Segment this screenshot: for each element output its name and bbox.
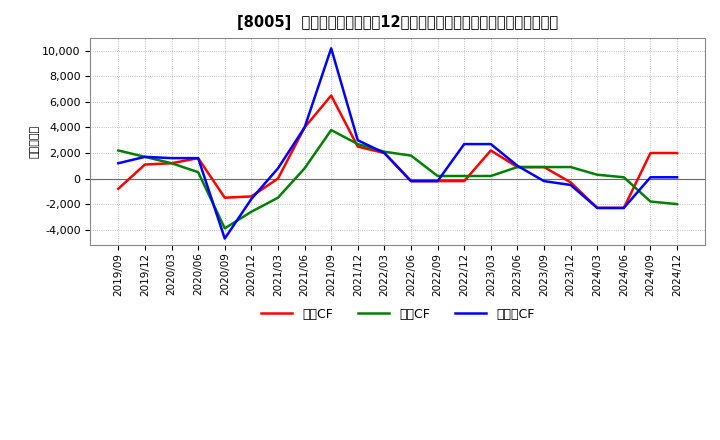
フリーCF — [114, 161, 122, 166]
営業CF — [460, 179, 469, 184]
営業CF — [380, 150, 389, 156]
投資CF — [433, 173, 442, 179]
投資CF — [672, 202, 681, 207]
Legend: 営業CF, 投資CF, フリーCF: 営業CF, 投資CF, フリーCF — [256, 303, 539, 326]
投資CF — [220, 226, 229, 231]
営業CF — [327, 93, 336, 98]
フリーCF — [593, 205, 602, 211]
フリーCF — [300, 125, 309, 130]
営業CF — [274, 176, 282, 181]
フリーCF — [407, 179, 415, 184]
投資CF — [167, 161, 176, 166]
フリーCF — [460, 141, 469, 147]
営業CF — [567, 180, 575, 185]
投資CF — [593, 172, 602, 177]
Line: 投資CF: 投資CF — [118, 130, 677, 228]
投資CF — [567, 165, 575, 170]
フリーCF — [487, 141, 495, 147]
Y-axis label: （百万円）: （百万円） — [30, 125, 40, 158]
投資CF — [513, 165, 522, 170]
投資CF — [407, 153, 415, 158]
営業CF — [140, 162, 149, 167]
フリーCF — [167, 155, 176, 161]
投資CF — [380, 149, 389, 154]
投資CF — [619, 175, 628, 180]
営業CF — [487, 148, 495, 153]
Line: 営業CF: 営業CF — [118, 95, 677, 208]
営業CF — [114, 186, 122, 191]
営業CF — [593, 205, 602, 211]
フリーCF — [274, 166, 282, 171]
営業CF — [247, 194, 256, 199]
フリーCF — [672, 175, 681, 180]
Title: [8005]  キャッシュフローの12か月移動合計の対前年同期増減額の推移: [8005] キャッシュフローの12か月移動合計の対前年同期増減額の推移 — [237, 15, 558, 30]
投資CF — [646, 199, 654, 204]
フリーCF — [646, 175, 654, 180]
営業CF — [407, 179, 415, 184]
投資CF — [327, 128, 336, 133]
フリーCF — [354, 138, 362, 143]
営業CF — [513, 165, 522, 170]
Line: フリーCF: フリーCF — [118, 48, 677, 238]
投資CF — [354, 141, 362, 147]
投資CF — [540, 165, 549, 170]
営業CF — [619, 205, 628, 211]
投資CF — [300, 166, 309, 171]
フリーCF — [194, 155, 202, 161]
フリーCF — [540, 179, 549, 184]
投資CF — [274, 195, 282, 200]
フリーCF — [567, 182, 575, 187]
営業CF — [646, 150, 654, 156]
フリーCF — [619, 205, 628, 211]
営業CF — [194, 155, 202, 161]
投資CF — [194, 169, 202, 175]
投資CF — [247, 209, 256, 214]
フリーCF — [220, 236, 229, 241]
フリーCF — [247, 196, 256, 202]
投資CF — [460, 173, 469, 179]
営業CF — [300, 125, 309, 130]
営業CF — [540, 165, 549, 170]
営業CF — [220, 195, 229, 200]
営業CF — [672, 150, 681, 156]
フリーCF — [380, 150, 389, 156]
投資CF — [114, 148, 122, 153]
投資CF — [140, 154, 149, 159]
営業CF — [433, 179, 442, 184]
フリーCF — [513, 163, 522, 169]
フリーCF — [327, 46, 336, 51]
営業CF — [354, 144, 362, 149]
フリーCF — [140, 154, 149, 159]
フリーCF — [433, 179, 442, 184]
投資CF — [487, 173, 495, 179]
営業CF — [167, 161, 176, 166]
